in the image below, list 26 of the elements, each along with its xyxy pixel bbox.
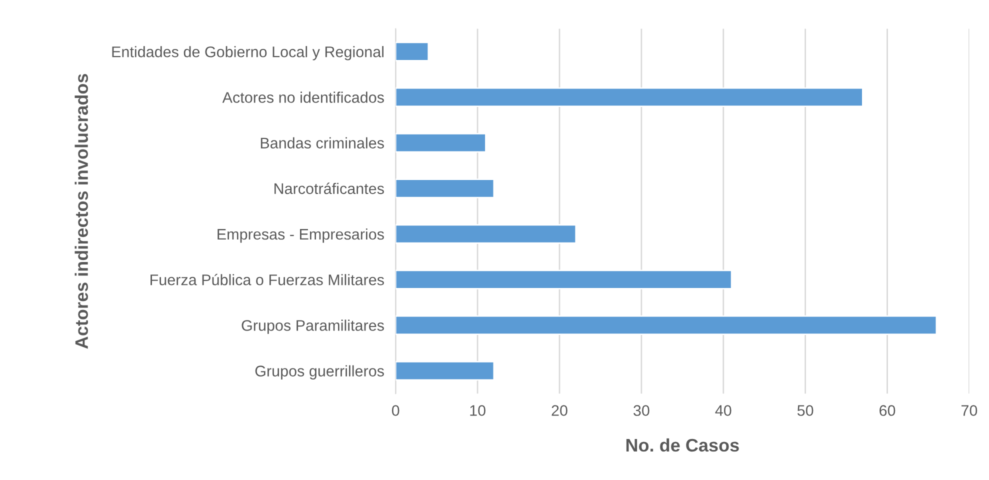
x-axis-title: No. de Casos: [626, 438, 739, 452]
x-tick-label: 50: [797, 405, 814, 416]
bar: [396, 87, 864, 108]
bar: [396, 178, 495, 198]
y-tick-label: Grupos guerrilleros: [255, 365, 384, 380]
y-tick-label: Fuerza Pública o Fuerzas Militares: [150, 274, 384, 286]
y-tick-label: Narcotráficantes: [274, 182, 384, 194]
x-tick-label: 0: [392, 405, 400, 416]
bar: [396, 360, 495, 381]
y-tick-label: Empresas - Empresarios: [218, 228, 384, 243]
y-tick-label: Actores no identificados: [222, 92, 384, 103]
y-axis-title: Actores indirectos involucrados: [74, 74, 88, 349]
x-tick-label: 30: [634, 405, 650, 416]
bar: [396, 270, 732, 290]
x-tick-label: 20: [552, 405, 568, 416]
y-tick-label: Bandas criminales: [260, 137, 384, 148]
x-tick-label: 70: [962, 405, 978, 416]
bar: [396, 132, 486, 153]
x-tick-label: 10: [470, 405, 486, 416]
y-tick-label: Entidades de Gobierno Local y Regional: [112, 46, 384, 60]
bar: [396, 315, 938, 336]
y-tick-label: Grupos Paramilitares: [242, 320, 384, 334]
bar: [396, 42, 430, 62]
bar: [396, 224, 577, 244]
x-tick-label: 40: [715, 405, 732, 416]
x-tick-label: 60: [880, 405, 896, 416]
